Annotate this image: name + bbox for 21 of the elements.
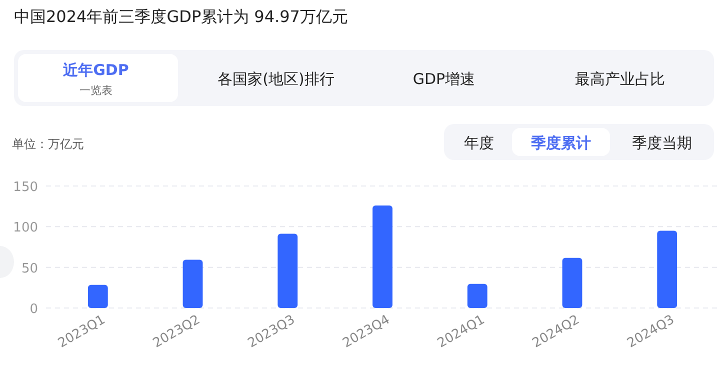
bar [467, 284, 488, 308]
text: 各国家(地区)排行 [218, 70, 334, 88]
text: GDP增速 [412, 70, 476, 88]
bar [88, 284, 108, 308]
text: 年度 [464, 134, 494, 152]
bar [372, 205, 392, 308]
text: 季度当期 [632, 134, 692, 152]
y-tick-label: 150 [13, 180, 38, 195]
bar [182, 260, 203, 308]
bar [278, 234, 298, 308]
text: 最高产业占比 [575, 70, 665, 88]
text: 单位：万亿元 [12, 137, 84, 151]
y-tick-label: 50 [21, 261, 38, 276]
y-tick-label: 100 [13, 220, 38, 236]
text: 近年GDP [62, 61, 129, 79]
y-tick-label: 0 [30, 302, 38, 317]
text: 一览表 [80, 84, 112, 97]
chart-title: 中国2024年前三季度GDP累计为 94.97万亿元 [14, 7, 348, 26]
bar [562, 258, 582, 308]
text: 季度累计 [530, 134, 591, 152]
bar [657, 230, 678, 308]
